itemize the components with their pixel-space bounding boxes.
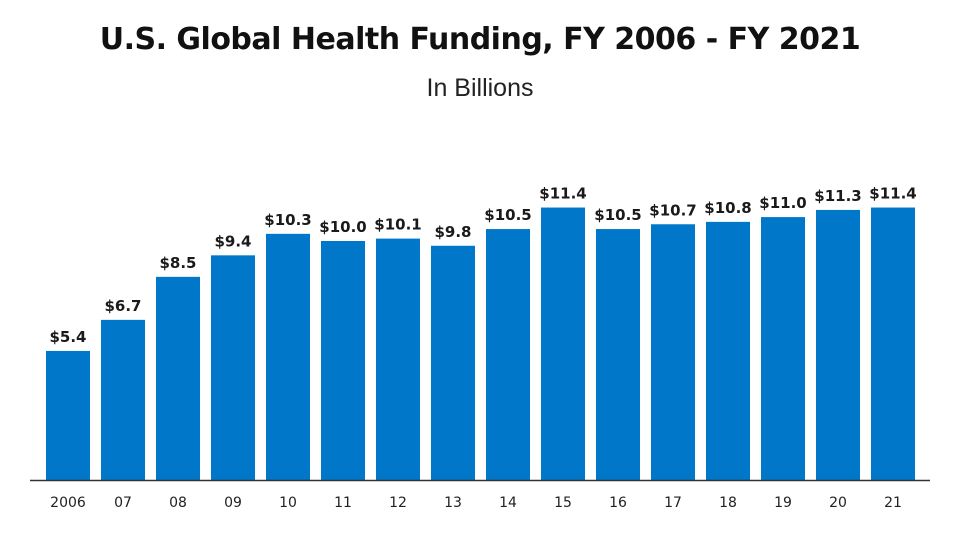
x-tick-label-07: 07 xyxy=(114,495,132,511)
bar-2006 xyxy=(46,350,90,480)
x-tick-label-16: 16 xyxy=(609,495,627,511)
x-tick-label-14: 14 xyxy=(499,495,517,511)
x-tick-label-08: 08 xyxy=(169,495,187,511)
bar-16 xyxy=(596,229,640,480)
x-tick-label-17: 17 xyxy=(664,495,682,511)
bar-08 xyxy=(156,276,200,480)
bar-10 xyxy=(266,233,310,480)
data-label-13: $9.8 xyxy=(434,223,471,241)
bar-14 xyxy=(486,229,530,480)
data-label-20: $11.3 xyxy=(814,187,861,205)
data-label-08: $8.5 xyxy=(159,254,196,272)
x-tick-label-13: 13 xyxy=(444,495,462,511)
data-label-19: $11.0 xyxy=(759,194,806,212)
bar-19 xyxy=(761,217,805,480)
x-tick-label-20: 20 xyxy=(829,495,847,511)
data-label-10: $10.3 xyxy=(264,211,311,229)
bar-21 xyxy=(871,207,915,481)
data-label-18: $10.8 xyxy=(704,199,751,217)
bar-07 xyxy=(101,319,145,480)
data-label-16: $10.5 xyxy=(594,206,641,224)
data-label-11: $10.0 xyxy=(319,218,366,236)
x-tick-label-12: 12 xyxy=(389,495,407,511)
bar-09 xyxy=(211,255,255,480)
data-label-17: $10.7 xyxy=(649,201,696,219)
x-tick-label-15: 15 xyxy=(554,495,572,511)
x-tick-label-19: 19 xyxy=(774,495,792,511)
bar-18 xyxy=(706,221,750,480)
data-label-09: $9.4 xyxy=(214,232,251,250)
bar-13 xyxy=(431,245,475,480)
bar-17 xyxy=(651,224,695,480)
data-label-21: $11.4 xyxy=(869,185,916,203)
x-tick-label-2006: 2006 xyxy=(50,495,86,511)
bar-12 xyxy=(376,238,420,480)
data-label-14: $10.5 xyxy=(484,206,531,224)
bar-15 xyxy=(541,207,585,481)
data-labels-group: $5.4 $6.7 $8.5 $9.4 $10.3 $10.0 $10.1 $9.8 $10.5… xyxy=(49,185,916,346)
x-tick-labels-group: 2006 07 08 09 10 11 12 13 14 15 16 17 18 19 20 21 xyxy=(50,495,902,511)
x-tick-label-09: 09 xyxy=(224,495,242,511)
x-tick-label-21: 21 xyxy=(884,495,902,511)
data-label-15: $11.4 xyxy=(539,185,586,203)
x-tick-label-11: 11 xyxy=(334,495,352,511)
bar-20 xyxy=(816,209,860,480)
bar-11 xyxy=(321,241,365,480)
chart-subtitle: In Billions xyxy=(426,74,534,102)
chart-title: U.S. Global Health Funding, FY 2006 - FY… xyxy=(99,22,861,57)
x-tick-label-10: 10 xyxy=(279,495,297,511)
data-label-07: $6.7 xyxy=(104,297,141,315)
x-tick-label-18: 18 xyxy=(719,495,737,511)
data-label-12: $10.1 xyxy=(374,216,421,234)
data-label-2006: $5.4 xyxy=(49,328,86,346)
bars-group xyxy=(46,207,915,481)
